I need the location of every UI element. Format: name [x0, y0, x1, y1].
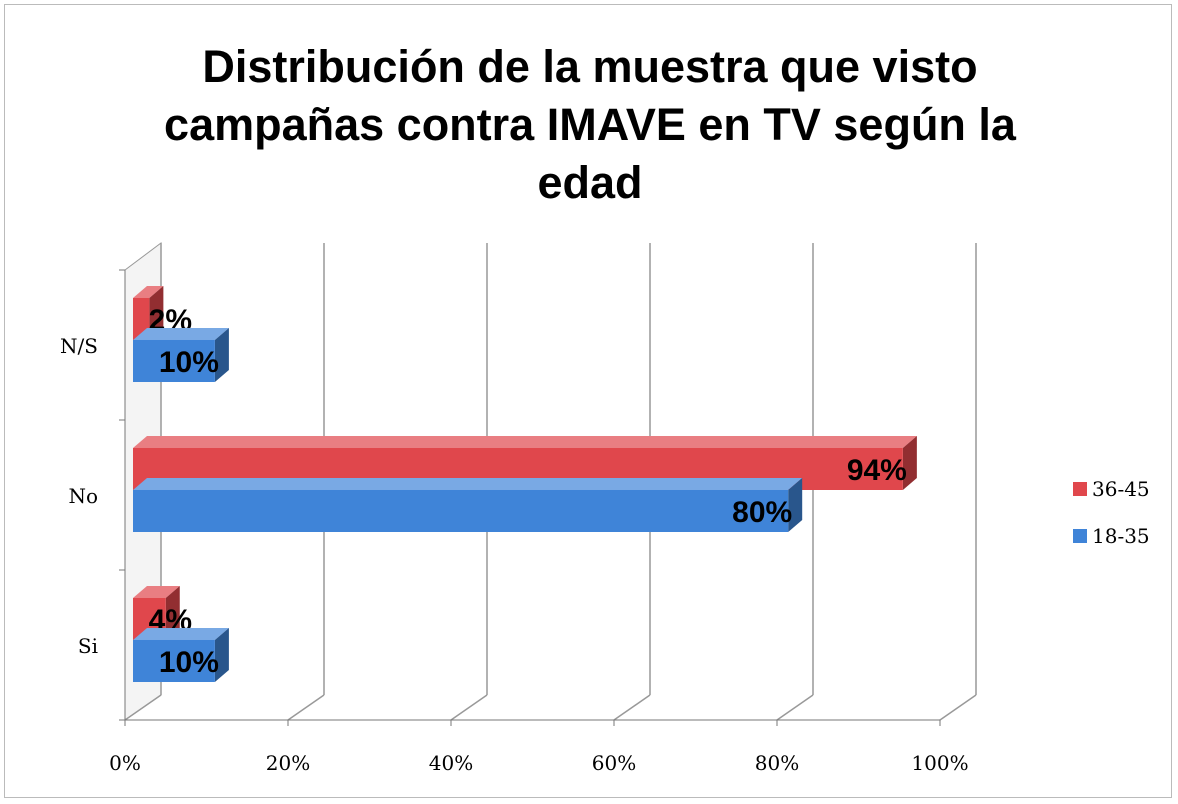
bar-side	[165, 586, 180, 640]
legend-swatch	[1073, 529, 1087, 543]
y-tick-label: N/S	[60, 334, 98, 358]
floor-line	[450, 694, 488, 721]
legend-label: 36-45	[1092, 477, 1150, 501]
bar	[133, 490, 789, 532]
chart-title: Distribución de la muestra que visto cam…	[164, 41, 1016, 208]
legend-swatch	[1073, 482, 1087, 496]
value-label: 94%	[847, 454, 907, 487]
bar	[133, 640, 215, 682]
floor-line	[287, 694, 325, 721]
value-label: 10%	[159, 646, 219, 679]
bar-top	[133, 436, 917, 448]
bar-top	[133, 478, 803, 490]
bar	[133, 340, 215, 382]
value-label: 10%	[159, 346, 219, 379]
x-tick-label: 60%	[592, 751, 636, 775]
floor-line	[124, 694, 162, 721]
bar-top	[133, 286, 164, 298]
y-tick-label: Si	[78, 634, 98, 658]
chart-frame	[4, 4, 1172, 798]
x-tick-label: 0%	[109, 751, 141, 775]
floor-line	[776, 694, 814, 721]
floor-line	[613, 694, 651, 721]
bar-side	[902, 436, 917, 490]
x-tick-label: 100%	[911, 751, 968, 775]
legend-label: 18-35	[1092, 524, 1150, 548]
bar-top	[133, 328, 229, 340]
bar-top	[133, 586, 180, 598]
bar-top	[133, 628, 229, 640]
x-tick-label: 20%	[266, 751, 310, 775]
x-tick-label: 80%	[755, 751, 799, 775]
bar-side	[214, 328, 229, 382]
x-tick-label: 40%	[429, 751, 473, 775]
bar-side	[149, 286, 164, 340]
floor-line	[939, 694, 977, 721]
bar-side	[214, 628, 229, 682]
value-label: 80%	[732, 496, 792, 529]
y-tick-label: No	[68, 484, 98, 508]
bar-side	[788, 478, 803, 532]
